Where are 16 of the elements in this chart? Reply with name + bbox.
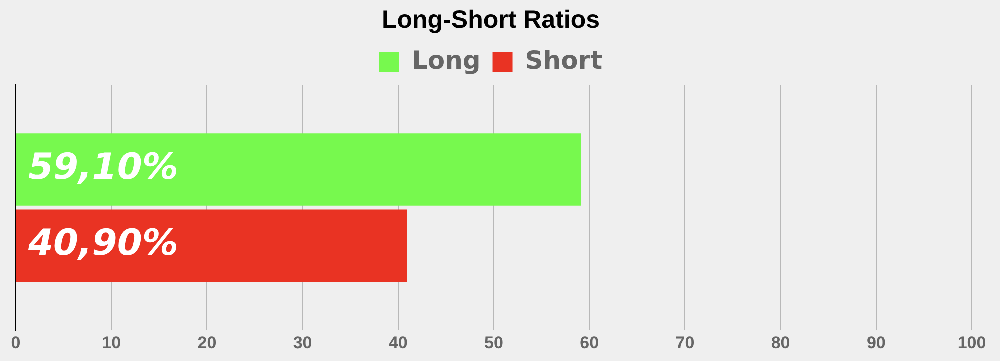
- x-tick-label: 20: [198, 333, 217, 352]
- data-label: 59,10%: [28, 147, 178, 188]
- x-tick-label: 60: [580, 333, 600, 352]
- chart-title: Long-Short Ratios: [382, 6, 600, 34]
- x-tick-label: 80: [771, 333, 790, 352]
- legend-label: Long: [412, 46, 481, 75]
- legend-label: Short: [525, 46, 603, 75]
- x-tick-label: 50: [484, 333, 504, 352]
- x-tick-label: 100: [958, 333, 986, 352]
- x-tick-label: 30: [293, 333, 312, 352]
- x-tick-label: 70: [676, 333, 695, 352]
- x-tick-label: 0: [11, 333, 21, 352]
- data-label: 40,90%: [28, 223, 178, 264]
- x-tick-label: 10: [102, 333, 122, 352]
- x-tick-label: 40: [388, 333, 408, 352]
- x-tick-label: 90: [866, 333, 886, 352]
